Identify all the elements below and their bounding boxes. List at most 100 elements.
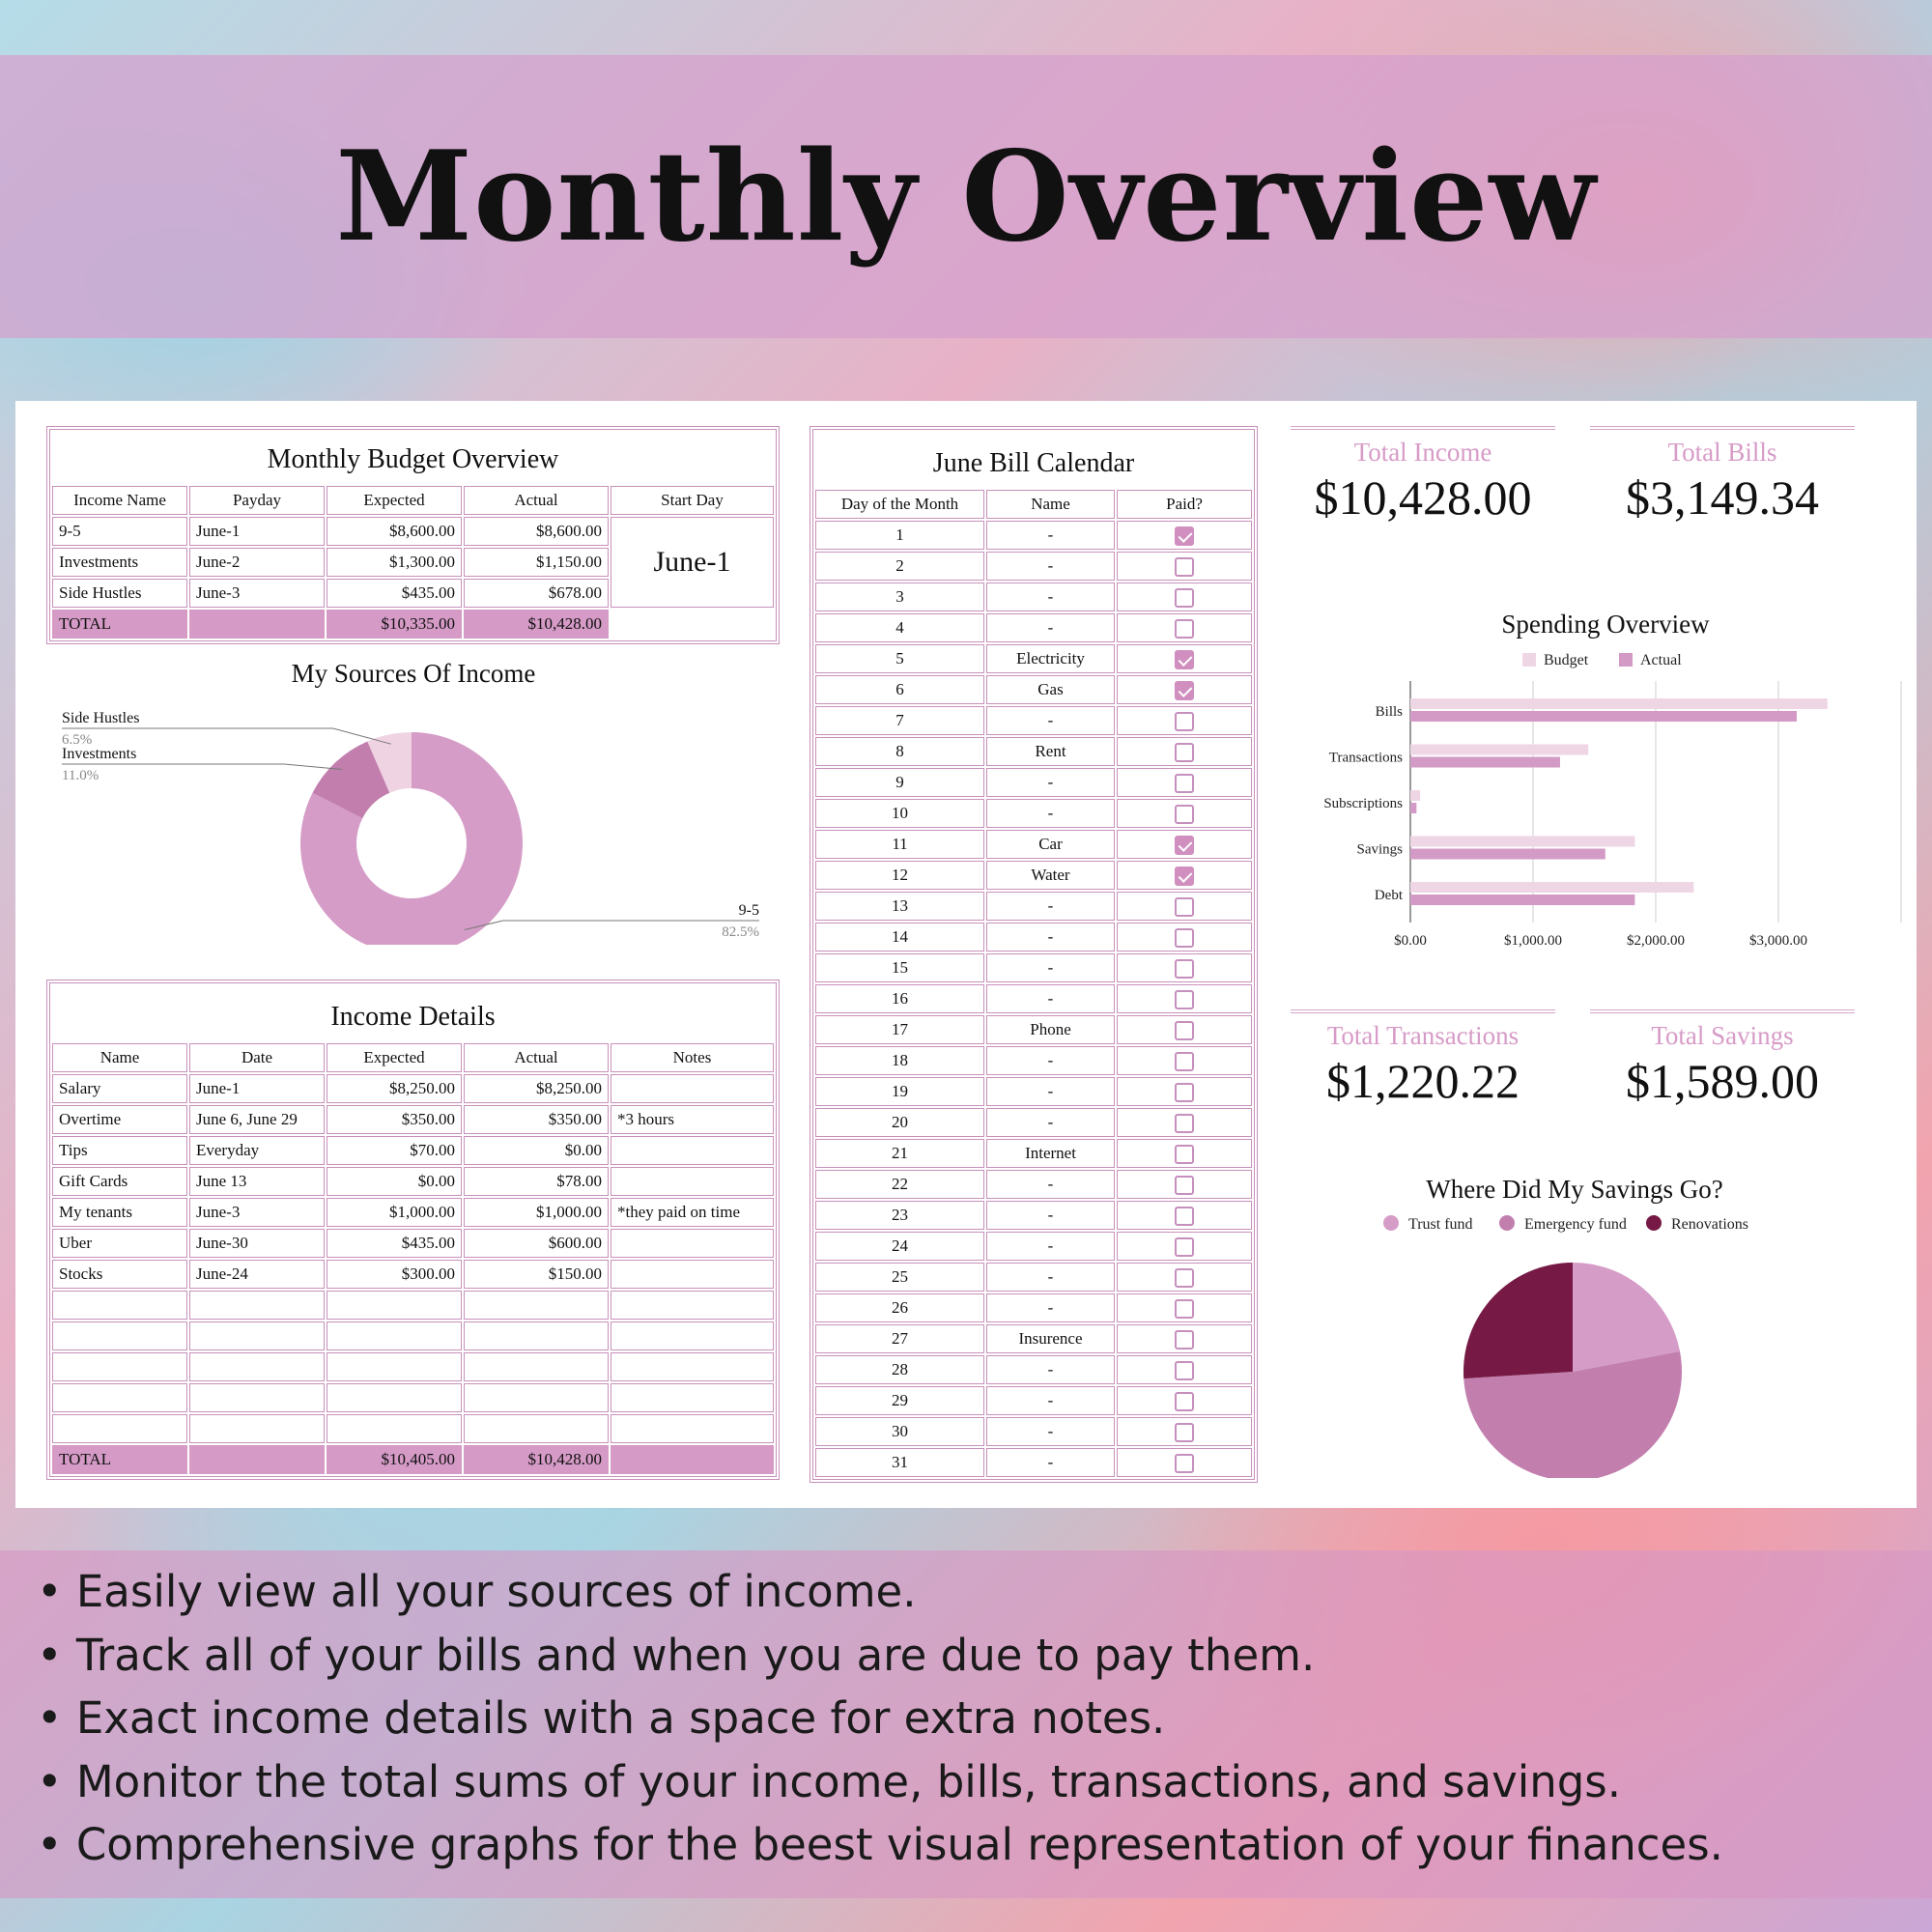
details-cell[interactable] [327,1383,462,1412]
budget-cell[interactable]: June-2 [189,548,325,577]
details-cell[interactable] [611,1136,774,1165]
details-cell[interactable]: $350.00 [327,1105,462,1134]
paid-checkbox[interactable] [1175,773,1194,793]
details-cell[interactable] [327,1414,462,1443]
donut-slice[interactable] [312,741,390,819]
details-cell[interactable]: My tenants [52,1198,187,1227]
details-cell[interactable]: $435.00 [327,1229,462,1258]
bill-name[interactable]: - [986,768,1115,797]
paid-checkbox[interactable] [1175,866,1194,886]
budget-cell[interactable]: $1,150.00 [464,548,609,577]
paid-checkbox[interactable] [1175,1391,1194,1411]
paid-checkbox[interactable] [1175,835,1194,855]
paid-checkbox[interactable] [1175,1082,1194,1102]
bill-name[interactable]: - [986,953,1115,982]
bar-budget[interactable] [1410,698,1828,709]
bill-name[interactable]: Car [986,830,1115,859]
details-cell[interactable]: $150.00 [464,1260,609,1289]
details-cell[interactable]: $0.00 [327,1167,462,1196]
pie-slice[interactable] [1573,1263,1680,1372]
paid-checkbox[interactable] [1175,587,1194,608]
bar-budget[interactable] [1410,790,1421,801]
bill-name[interactable]: Rent [986,737,1115,766]
bill-name[interactable]: - [986,799,1115,828]
paid-checkbox[interactable] [1175,1020,1194,1040]
bill-name[interactable]: - [986,1355,1115,1384]
paid-checkbox[interactable] [1175,1236,1194,1257]
bill-name[interactable]: Internet [986,1139,1115,1168]
bill-name[interactable]: - [986,1170,1115,1199]
details-cell[interactable] [464,1383,609,1412]
paid-checkbox[interactable] [1175,711,1194,731]
bill-name[interactable]: - [986,1263,1115,1292]
bar-budget[interactable] [1410,744,1589,755]
paid-checkbox[interactable] [1175,1298,1194,1319]
bill-name[interactable]: - [986,521,1115,550]
details-cell[interactable]: Stocks [52,1260,187,1289]
details-cell[interactable]: Uber [52,1229,187,1258]
bill-name[interactable]: - [986,923,1115,952]
bill-name[interactable]: - [986,1077,1115,1106]
paid-checkbox[interactable] [1175,958,1194,979]
details-cell[interactable]: June 13 [189,1167,325,1196]
paid-checkbox[interactable] [1175,1144,1194,1164]
details-cell[interactable] [611,1321,774,1350]
details-cell[interactable]: June-30 [189,1229,325,1258]
details-cell[interactable]: Gift Cards [52,1167,187,1196]
budget-cell[interactable]: 9-5 [52,517,187,546]
details-cell[interactable]: Salary [52,1074,187,1103]
details-cell[interactable] [464,1352,609,1381]
details-cell[interactable]: $8,250.00 [327,1074,462,1103]
details-cell[interactable] [611,1074,774,1103]
bar-budget[interactable] [1410,882,1694,893]
paid-checkbox[interactable] [1175,649,1194,669]
details-cell[interactable]: $300.00 [327,1260,462,1289]
details-cell[interactable]: $1,000.00 [464,1198,609,1227]
details-cell[interactable] [52,1414,187,1443]
details-cell[interactable]: June-3 [189,1198,325,1227]
details-cell[interactable] [611,1291,774,1320]
bill-name[interactable]: - [986,1386,1115,1415]
details-cell[interactable]: June 6, June 29 [189,1105,325,1134]
bar-actual[interactable] [1410,711,1797,722]
donut-slice[interactable] [367,732,412,793]
bill-name[interactable]: - [986,552,1115,581]
details-cell[interactable] [52,1352,187,1381]
budget-cell[interactable]: June-3 [189,579,325,608]
details-cell[interactable]: $0.00 [464,1136,609,1165]
start-day-value[interactable]: June-1 [611,517,774,608]
budget-cell[interactable]: Side Hustles [52,579,187,608]
bar-actual[interactable] [1410,803,1417,813]
bar-actual[interactable] [1410,895,1635,905]
bill-name[interactable]: - [986,984,1115,1013]
details-cell[interactable]: Overtime [52,1105,187,1134]
details-cell[interactable] [52,1291,187,1320]
paid-checkbox[interactable] [1175,1206,1194,1226]
bill-name[interactable]: - [986,613,1115,642]
bill-name[interactable]: - [986,706,1115,735]
bill-name[interactable]: - [986,1201,1115,1230]
paid-checkbox[interactable] [1175,1175,1194,1195]
paid-checkbox[interactable] [1175,1422,1194,1442]
bill-name[interactable]: Electricity [986,644,1115,673]
details-cell[interactable] [611,1260,774,1289]
details-cell[interactable] [52,1383,187,1412]
details-cell[interactable] [611,1352,774,1381]
details-cell[interactable] [611,1414,774,1443]
budget-cell[interactable]: Investments [52,548,187,577]
paid-checkbox[interactable] [1175,1453,1194,1473]
paid-checkbox[interactable] [1175,896,1194,917]
details-cell[interactable] [464,1291,609,1320]
details-cell[interactable] [327,1321,462,1350]
details-cell[interactable] [611,1167,774,1196]
pie-slice[interactable] [1463,1350,1682,1481]
bill-name[interactable]: Water [986,861,1115,890]
details-cell[interactable]: Everyday [189,1136,325,1165]
budget-cell[interactable]: $435.00 [327,579,462,608]
budget-cell[interactable]: June-1 [189,517,325,546]
details-cell[interactable]: $600.00 [464,1229,609,1258]
details-cell[interactable] [327,1352,462,1381]
budget-cell[interactable]: $678.00 [464,579,609,608]
details-cell[interactable] [189,1383,325,1412]
details-cell[interactable]: $78.00 [464,1167,609,1196]
